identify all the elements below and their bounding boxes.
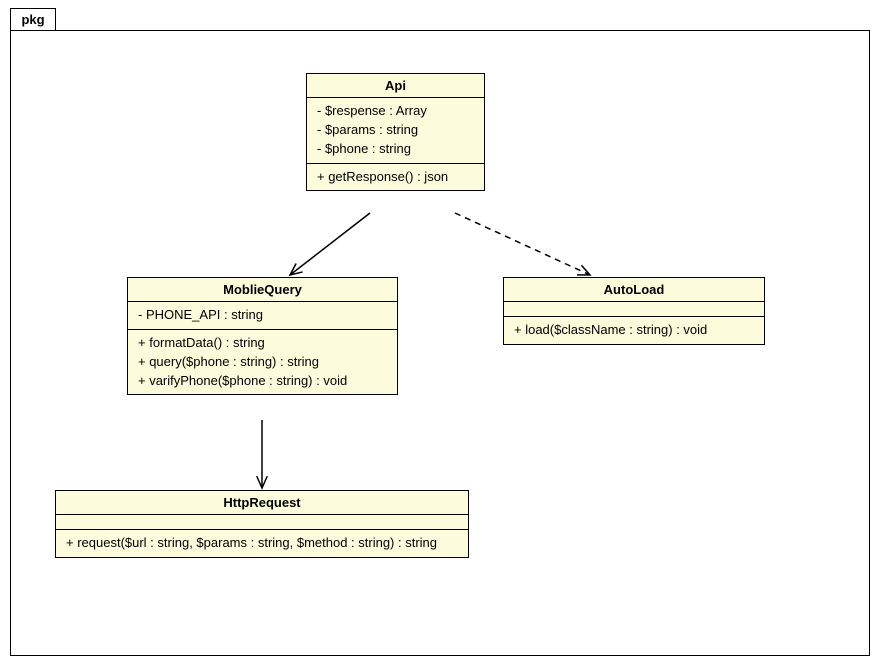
method-row: + request($url : string, $params : strin… [66, 534, 458, 553]
attribute-row: - $phone : string [317, 140, 474, 159]
class-methods: + request($url : string, $params : strin… [56, 530, 468, 557]
attribute-row: - $params : string [317, 121, 474, 140]
class-title: HttpRequest [56, 491, 468, 515]
package-label: pkg [21, 12, 44, 27]
class-attributes [504, 302, 764, 317]
attribute-row: - $respense : Array [317, 102, 474, 121]
class-Api: Api- $respense : Array- $params : string… [306, 73, 485, 191]
class-attributes [56, 515, 468, 530]
class-attributes: - PHONE_API : string [128, 302, 397, 330]
package-tab: pkg [10, 8, 56, 30]
method-row: + query($phone : string) : string [138, 353, 387, 372]
class-attributes: - $respense : Array- $params : string- $… [307, 98, 484, 164]
class-methods: + getResponse() : json [307, 164, 484, 191]
method-row: + formatData() : string [138, 334, 387, 353]
class-AutoLoad: AutoLoad + load($className : string) : vo… [503, 277, 765, 345]
class-HttpRequest: HttpRequest + request($url : string, $par… [55, 490, 469, 558]
class-methods: + load($className : string) : void [504, 317, 764, 344]
class-title: Api [307, 74, 484, 98]
class-MoblieQuery: MoblieQuery - PHONE_API : string + formatD… [127, 277, 398, 395]
method-row: + getResponse() : json [317, 168, 474, 187]
attribute-row: - PHONE_API : string [138, 306, 387, 325]
class-title: MoblieQuery [128, 278, 397, 302]
method-row: + varifyPhone($phone : string) : void [138, 372, 387, 391]
method-row: + load($className : string) : void [514, 321, 754, 340]
class-methods: + formatData() : string+ query($phone : … [128, 330, 397, 395]
class-title: AutoLoad [504, 278, 764, 302]
